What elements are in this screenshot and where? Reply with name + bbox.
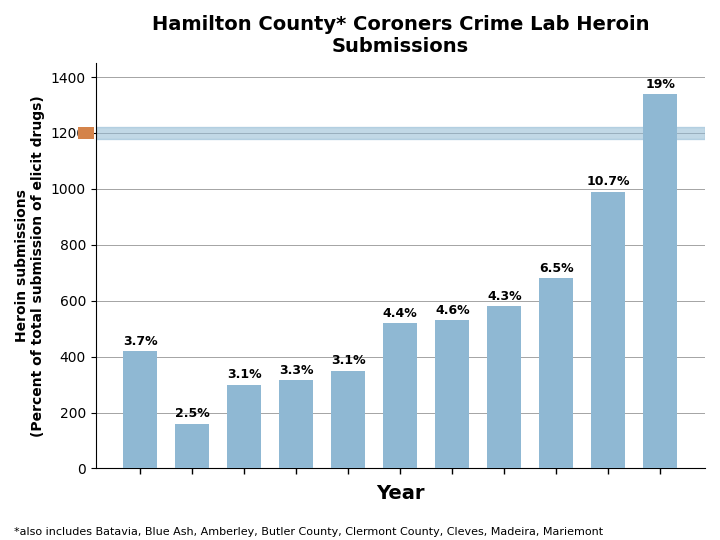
Bar	[436, 320, 469, 468]
Bar	[228, 384, 261, 468]
Bar	[123, 351, 157, 468]
Text: 6.5%: 6.5%	[539, 262, 574, 275]
Text: 4.3%: 4.3%	[487, 290, 522, 303]
X-axis label: Year: Year	[376, 484, 425, 503]
Text: 4.6%: 4.6%	[435, 304, 469, 317]
Text: 2.5%: 2.5%	[175, 407, 210, 420]
Bar	[279, 380, 313, 468]
Text: 4.4%: 4.4%	[383, 307, 418, 320]
Text: *also includes Batavia, Blue Ash, Amberley, Butler County, Clermont County, Clev: *also includes Batavia, Blue Ash, Amberl…	[14, 527, 603, 537]
Bar	[331, 370, 365, 468]
Bar	[591, 192, 625, 468]
Text: 3.7%: 3.7%	[123, 335, 158, 348]
Bar	[383, 323, 417, 468]
Bar	[176, 424, 209, 468]
Bar	[644, 94, 678, 468]
Text: 3.1%: 3.1%	[331, 354, 366, 367]
Bar	[487, 306, 521, 468]
Y-axis label: Heroin submissions
(Percent of total submission of elicit drugs): Heroin submissions (Percent of total sub…	[15, 95, 45, 437]
Text: 3.1%: 3.1%	[227, 368, 261, 381]
Text: 3.3%: 3.3%	[279, 364, 313, 377]
Text: 19%: 19%	[645, 78, 675, 91]
Text: 10.7%: 10.7%	[587, 176, 630, 188]
Bar	[96, 127, 705, 139]
Bar	[539, 278, 573, 468]
Title: Hamilton County* Coroners Crime Lab Heroin
Submissions: Hamilton County* Coroners Crime Lab Hero…	[151, 15, 649, 56]
